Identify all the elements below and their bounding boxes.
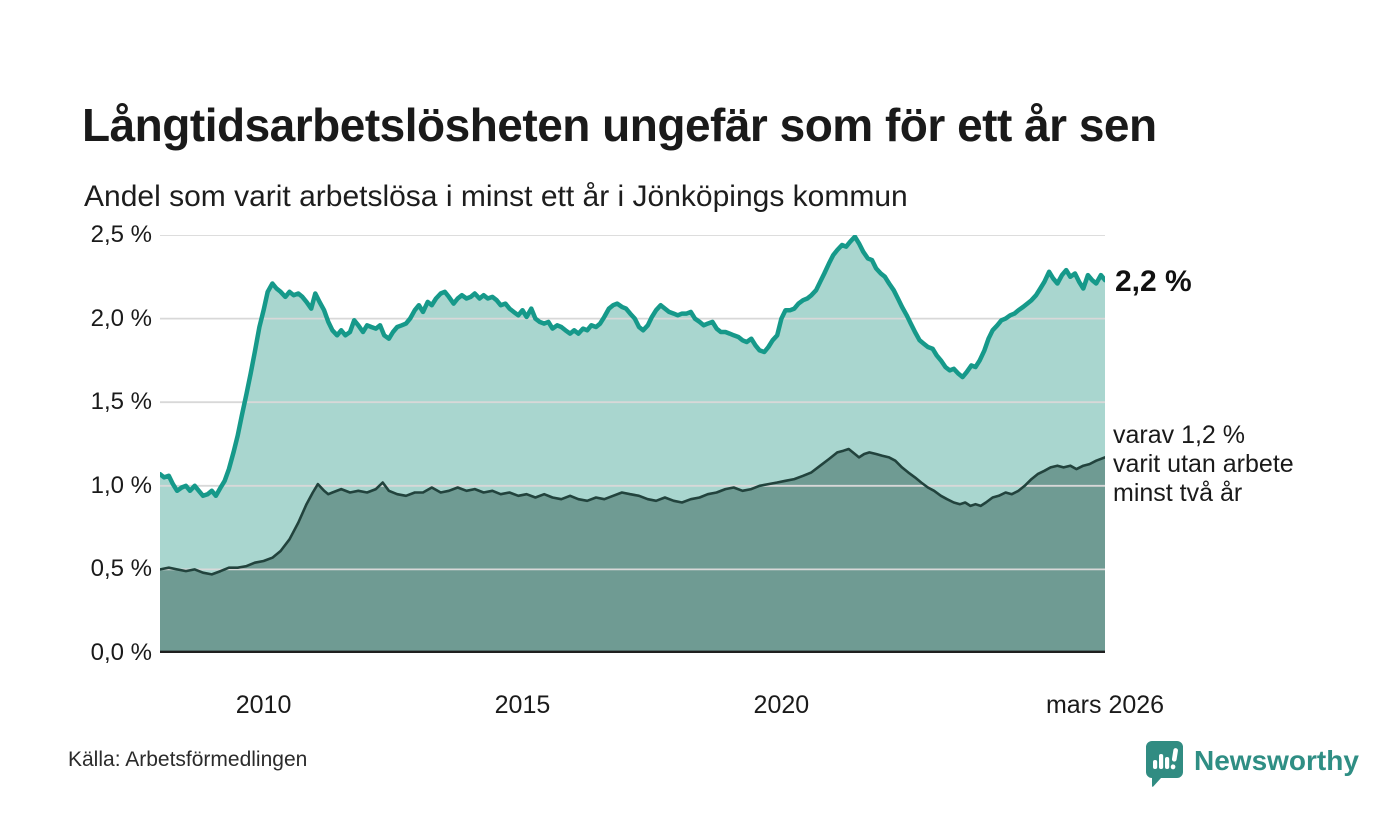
- annotation-subset-line2: varit utan arbete: [1113, 450, 1294, 478]
- x-tick-label: mars 2026: [1045, 691, 1165, 719]
- x-tick-label: 2015: [494, 691, 551, 719]
- varav-utan-arbete-minst-tva-ar-area: [160, 449, 1105, 653]
- y-tick-label: 1,0 %: [90, 471, 152, 499]
- arbetslosa-minst-ett-ar-line: [160, 235, 1105, 499]
- source-caption: Källa: Arbetsförmedlingen: [68, 748, 308, 771]
- newsworthy-bubble-chart-icon: [1146, 741, 1183, 787]
- chart-subtitle: Andel som varit arbetslösa i minst ett å…: [84, 179, 908, 213]
- y-tick-label: 0,0 %: [90, 639, 152, 666]
- annotation-latest-total: 2,2 %: [1115, 265, 1192, 298]
- annotation-subset: varav 1,2 % varit utan arbete minst två …: [1113, 421, 1294, 508]
- page-title: Långtidsarbetslösheten ungefär som för e…: [82, 98, 1157, 151]
- x-tick-label: 2010: [235, 691, 292, 719]
- annotation-subset-line3: minst två år: [1113, 479, 1243, 507]
- area-chart-plot: [160, 235, 1105, 653]
- newsworthy-logo[interactable]: Newsworthy: [1146, 741, 1359, 787]
- annotation-subset-line1: varav 1,2 %: [1113, 421, 1246, 449]
- varav-utan-arbete-minst-tva-ar-line: [160, 447, 1105, 576]
- y-tick-label: 1,5 %: [90, 388, 152, 416]
- y-tick-label: 2,0 %: [90, 304, 152, 332]
- y-tick-label: 2,5 %: [90, 221, 152, 248]
- y-tick-label: 0,5 %: [90, 555, 152, 583]
- newsworthy-wordmark: Newsworthy: [1194, 745, 1359, 776]
- x-tick-label: 2020: [753, 691, 810, 719]
